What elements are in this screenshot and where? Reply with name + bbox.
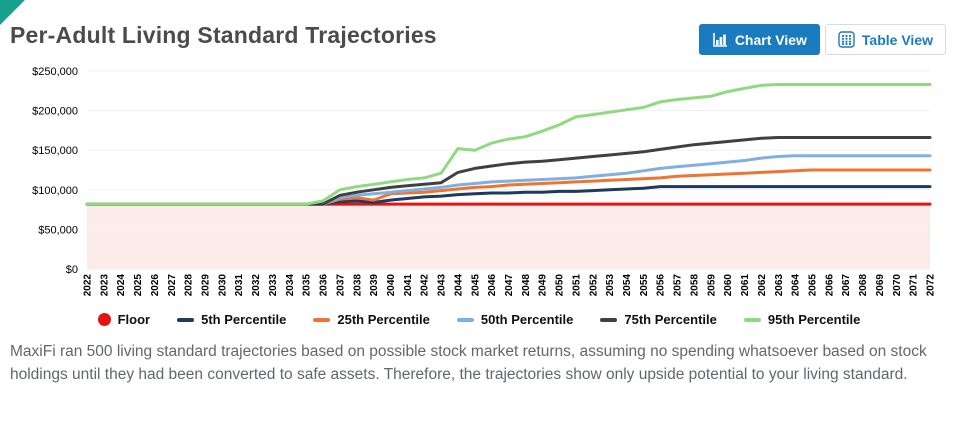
x-tick-label: 2028 xyxy=(184,274,195,297)
chart-description: MaxiFi ran 500 living standard trajector… xyxy=(10,343,927,384)
y-tick-label: $50,000 xyxy=(38,224,78,236)
x-tick-label: 2044 xyxy=(453,274,464,297)
x-tick-label: 2034 xyxy=(285,274,296,297)
x-tick-label: 2069 xyxy=(875,274,886,297)
x-tick-label: 2067 xyxy=(841,274,852,297)
x-tick-label: 2056 xyxy=(656,274,667,297)
table-view-button[interactable]: Table View xyxy=(824,24,946,55)
x-tick-label: 2024 xyxy=(116,274,127,297)
x-tick-label: 2066 xyxy=(824,274,835,297)
x-tick-label: 2023 xyxy=(99,274,110,297)
y-tick-label: $200,000 xyxy=(32,106,78,118)
bar-chart-icon xyxy=(712,32,728,48)
y-tick-label: $250,000 xyxy=(32,66,78,78)
table-view-label: Table View xyxy=(861,31,933,48)
legend-line-marker xyxy=(177,317,195,322)
trajectory-chart: $0 $50,000 $100,000 $150,000 $200,000 $250,00… xyxy=(0,63,958,311)
legend-line-marker xyxy=(600,317,618,322)
x-tick-label: 2065 xyxy=(808,274,819,297)
x-tick-label: 2051 xyxy=(571,274,582,297)
x-tick-label: 2058 xyxy=(690,274,701,297)
x-tick-label: 2031 xyxy=(234,274,245,297)
corner-ribbon xyxy=(0,0,25,25)
legend-item-floor[interactable]: Floor xyxy=(97,312,151,327)
x-tick-label: 2046 xyxy=(487,274,498,297)
x-tick-label: 2049 xyxy=(538,274,549,297)
y-tick-label: $150,000 xyxy=(32,145,78,157)
view-toggle: Chart View Table View xyxy=(698,24,946,55)
x-tick-label: 2045 xyxy=(470,274,481,297)
legend-label: 50th Percentile xyxy=(480,312,574,327)
x-tick-label: 2072 xyxy=(926,274,937,297)
table-grid-icon xyxy=(838,31,855,48)
page-title: Per-Adult Living Standard Trajectories xyxy=(10,22,437,48)
series-95th-percentile-line xyxy=(85,83,932,206)
header: Per-Adult Living Standard Trajectories C… xyxy=(0,0,958,55)
x-tick-label: 2047 xyxy=(504,274,515,297)
x-tick-label: 2048 xyxy=(521,274,532,297)
legend-label: 25th Percentile xyxy=(337,312,430,327)
x-tick-label: 2060 xyxy=(723,274,734,297)
x-tick-label: 2037 xyxy=(335,274,346,297)
chart-legend: Floor 5th Percentile 25th Percentile 50th P… xyxy=(0,312,958,327)
y-tick-label: $100,000 xyxy=(32,185,78,197)
legend-line-marker xyxy=(743,317,761,322)
x-tick-label: 2055 xyxy=(639,274,650,297)
x-tick-label: 2050 xyxy=(555,274,566,297)
legend-item-50th-percentile[interactable]: 50th Percentile xyxy=(456,312,574,327)
x-tick-label: 2070 xyxy=(892,274,903,297)
x-tick-label: 2029 xyxy=(201,274,212,297)
x-tick-label: 2030 xyxy=(217,274,228,297)
x-tick-label: 2054 xyxy=(622,274,633,297)
x-tick-label: 2039 xyxy=(369,274,380,297)
x-tick-label: 2026 xyxy=(150,274,161,297)
x-tick-label: 2053 xyxy=(605,274,616,297)
legend-item-5th-percentile[interactable]: 5th Percentile xyxy=(177,312,286,327)
legend-item-75th-percentile[interactable]: 75th Percentile xyxy=(600,312,717,327)
x-tick-label: 2042 xyxy=(420,274,431,297)
x-tick-label: 2040 xyxy=(386,274,397,297)
legend-line-marker xyxy=(313,317,331,322)
x-tick-label: 2063 xyxy=(774,274,785,297)
x-tick-label: 2052 xyxy=(588,274,599,297)
x-tick-label: 2022 xyxy=(83,274,94,297)
x-tick-label: 2025 xyxy=(133,274,144,297)
chart-canvas: $0 $50,000 $100,000 $150,000 $200,000 $250,00… xyxy=(32,66,937,297)
legend-label: 5th Percentile xyxy=(201,312,287,327)
x-tick-label: 2032 xyxy=(251,274,262,297)
floor-shaded-area xyxy=(87,204,930,269)
x-tick-label: 2062 xyxy=(757,274,768,297)
legend-label: 75th Percentile xyxy=(624,312,717,327)
x-tick-label: 2068 xyxy=(858,274,869,297)
x-tick-label: 2071 xyxy=(909,274,920,297)
x-tick-label: 2057 xyxy=(673,274,684,297)
legend-label: 95th Percentile xyxy=(767,312,861,327)
x-tick-label: 2043 xyxy=(437,274,448,297)
x-tick-label: 2035 xyxy=(302,274,313,297)
chart-view-button[interactable]: Chart View xyxy=(698,24,820,55)
series-5th-percentile-line xyxy=(85,185,932,206)
x-tick-label: 2033 xyxy=(268,274,279,297)
legend-label: Floor xyxy=(117,312,151,327)
x-tick-label: 2041 xyxy=(403,274,414,297)
x-tick-label: 2027 xyxy=(167,274,178,297)
x-tick-label: 2059 xyxy=(706,274,717,297)
x-tick-label: 2064 xyxy=(791,274,802,297)
legend-item-95th-percentile[interactable]: 95th Percentile xyxy=(743,312,861,327)
legend-dot-marker xyxy=(97,313,111,326)
legend-item-25th-percentile[interactable]: 25th Percentile xyxy=(313,312,430,327)
chart-view-label: Chart View xyxy=(734,31,807,48)
x-tick-label: 2036 xyxy=(319,274,330,297)
app-card: Per-Adult Living Standard Trajectories C… xyxy=(0,0,958,384)
legend-line-marker xyxy=(456,317,474,322)
y-tick-label: $0 xyxy=(66,264,78,276)
x-tick-label: 2038 xyxy=(352,274,363,297)
x-tick-label: 2061 xyxy=(740,274,751,297)
